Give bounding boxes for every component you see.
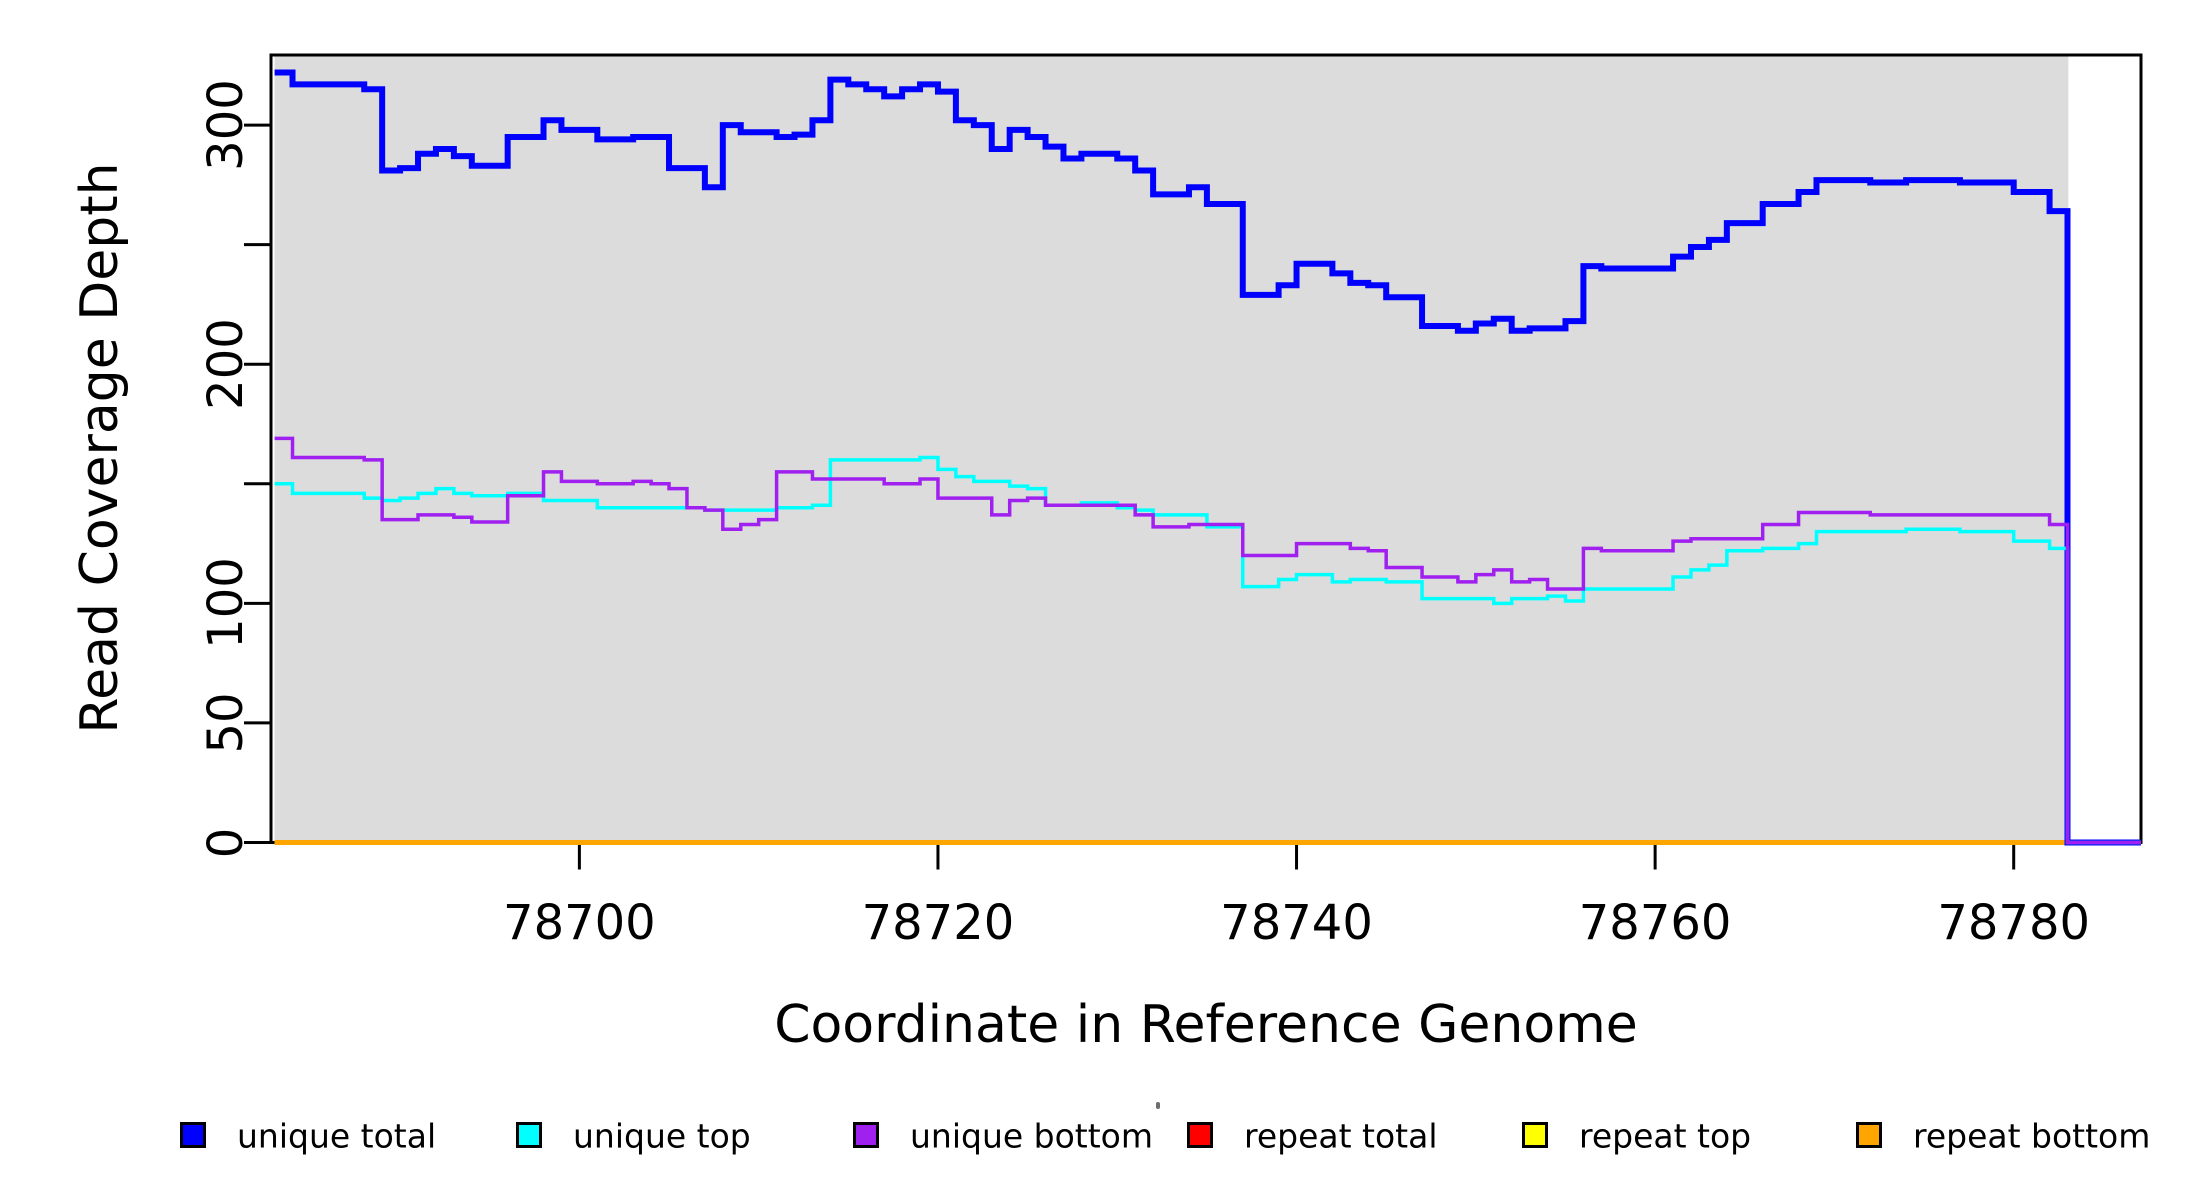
x-tick-label: 78720 [861,895,1015,951]
legend-label: repeat total [1244,1116,1438,1156]
legend-swatch-unique-top [516,1122,542,1148]
y-tick-label: 100 [198,557,254,650]
series-line-unique-top [274,455,2141,845]
legend-swatch-repeat-total [1187,1122,1213,1148]
y-tick-label: 0 [198,827,254,858]
x-axis-title: Coordinate in Reference Genome [774,995,1638,1055]
plot-background [274,55,2069,843]
legend-swatch-unique-bottom [853,1122,879,1148]
x-tick-label: 78700 [503,895,656,951]
legend-swatch-repeat-bottom [1856,1122,1882,1148]
legend-label: unique top [573,1116,751,1156]
legend-label: unique bottom [910,1116,1154,1156]
series-line-unique-total [274,69,2141,846]
x-tick-label: 78760 [1578,895,1732,951]
legend-label: unique total [237,1116,437,1156]
series-line-unique-bottom [274,436,2141,845]
legend-label: repeat top [1579,1116,1752,1156]
legend-swatch-unique-total [180,1122,206,1148]
y-tick-label: 50 [198,692,254,754]
x-tick-label: 78780 [1937,895,2091,951]
x-tick-label: 78740 [1220,895,1373,951]
y-axis-title: Read Coverage Depth [70,162,130,734]
legend-label: repeat bottom [1913,1116,2151,1156]
y-tick-label: 200 [198,318,254,411]
y-tick-label: 300 [198,79,254,171]
stray-mark [1156,1102,1160,1109]
legend-swatch-repeat-top [1522,1122,1548,1148]
